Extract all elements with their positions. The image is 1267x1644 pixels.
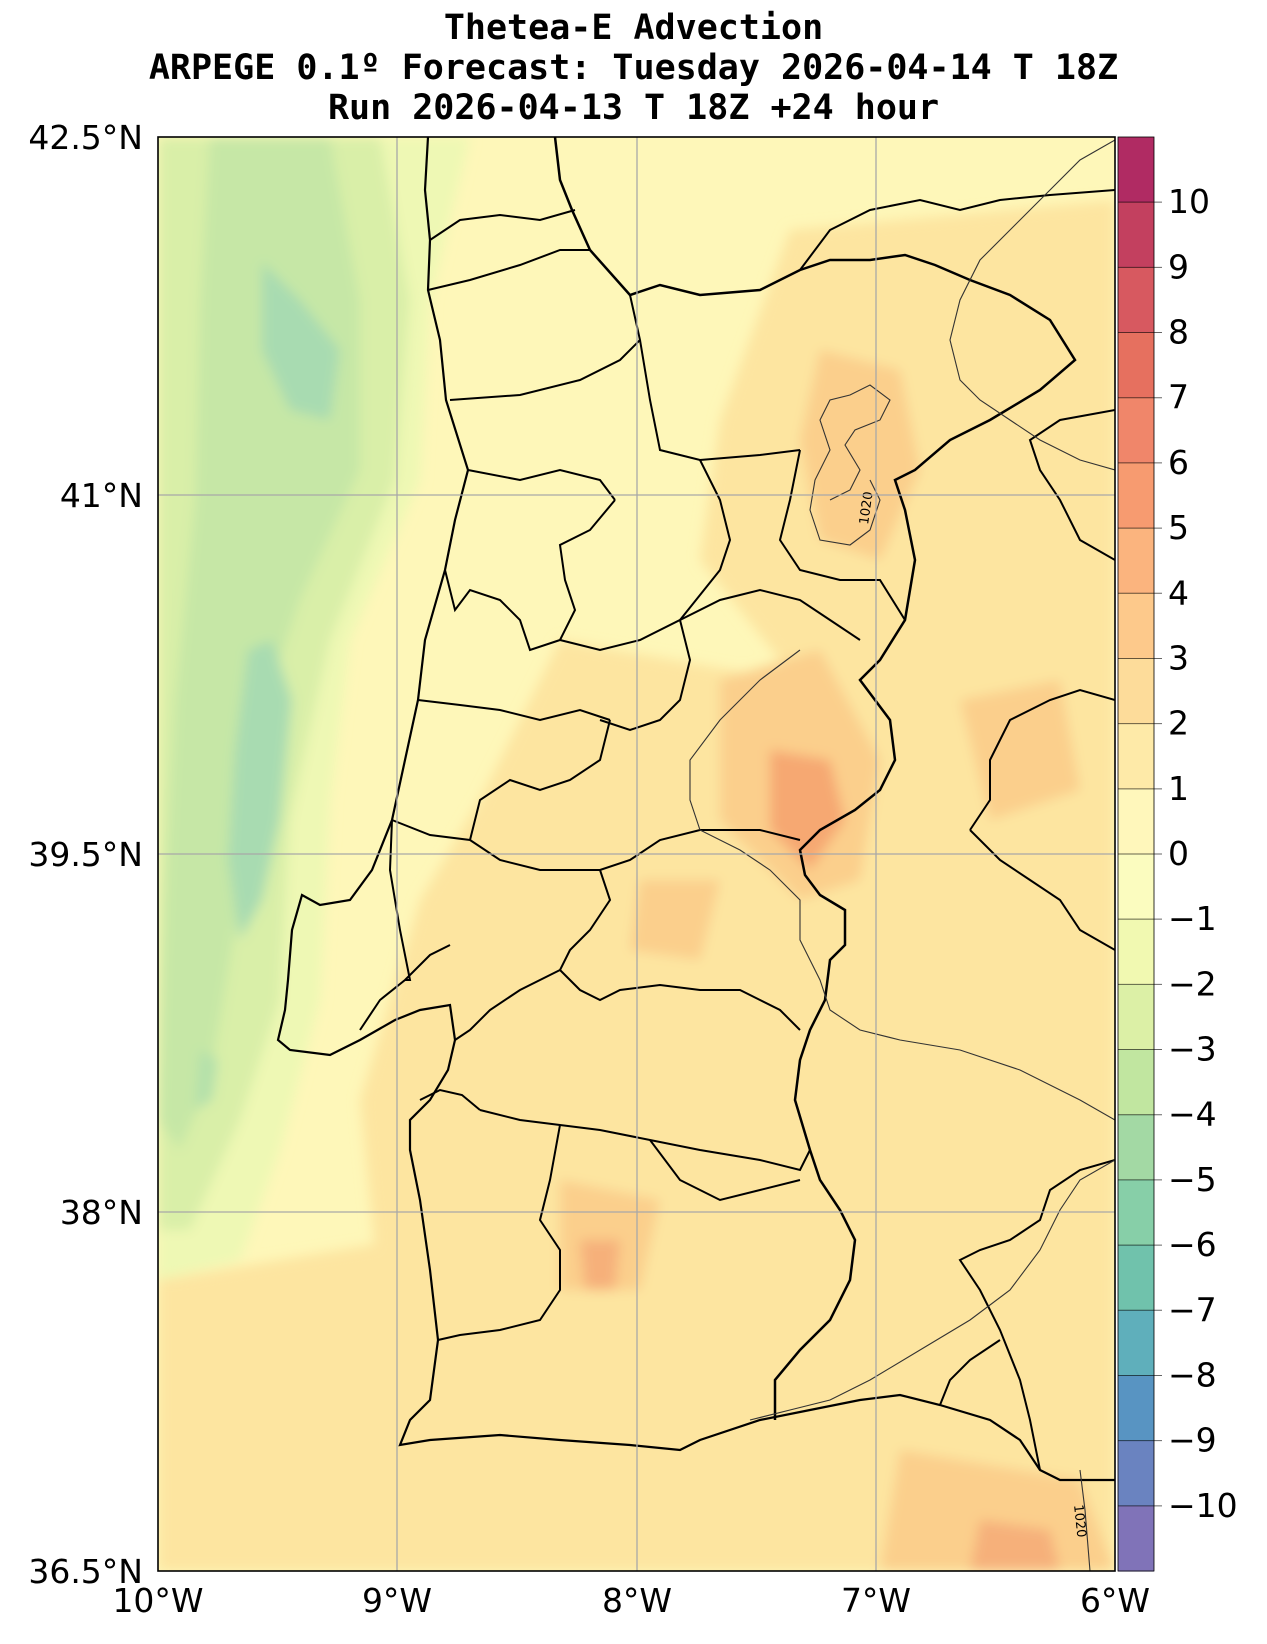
colorbar-segment <box>1118 658 1154 725</box>
field-cool-core-north <box>262 262 340 420</box>
colorbar-segment <box>1118 1310 1154 1377</box>
field-warm-central <box>360 640 1115 1571</box>
title-line-2: ARPEGE 0.1º Forecast: Tuesday 2026-04-14… <box>148 48 1119 88</box>
colorbar-tick-label: 3 <box>1168 638 1189 677</box>
longitude-labels: 10°W 9°W 8°W 7°W 6°W <box>112 1581 1150 1620</box>
field-shading <box>158 137 1115 1571</box>
title-line-3: Run 2026-04-13 T 18Z +24 hour <box>327 88 940 128</box>
lon-label-6w: 6°W <box>1080 1581 1150 1620</box>
colorbar-tick-label: 10 <box>1168 182 1210 221</box>
colorbar-tick-label: 9 <box>1168 247 1189 286</box>
colorbar-segment <box>1118 1179 1154 1246</box>
colorbar-segment <box>1118 1375 1154 1442</box>
colorbar-tick-label: 2 <box>1168 704 1189 743</box>
lat-label-39-5: 39.5°N <box>28 835 143 874</box>
title-line-1: Thetea-E Advection <box>443 8 824 48</box>
colorbar-tick-label: −7 <box>1168 1290 1217 1329</box>
lat-label-42-5: 42.5°N <box>28 118 143 157</box>
colorbar-tick-label: −4 <box>1168 1095 1217 1134</box>
colorbar-tick-label: −9 <box>1168 1421 1217 1460</box>
field-warm-hot-2 <box>580 1240 620 1290</box>
lat-label-36-5: 36.5°N <box>28 1552 143 1591</box>
colorbar-tick-label: 6 <box>1168 443 1189 482</box>
colorbar-tick-label: 5 <box>1168 508 1189 547</box>
colorbar-segment <box>1118 267 1154 334</box>
lat-label-38: 38°N <box>60 1193 143 1232</box>
colorbar-frame <box>1117 136 1155 1572</box>
colorbar-tick-label: −5 <box>1168 1160 1217 1199</box>
field-warm-mid-4 <box>630 880 720 960</box>
colorbar-segment <box>1118 854 1154 920</box>
colorbar-segment <box>1118 1049 1154 1116</box>
colorbar-tick-label: −8 <box>1168 1355 1217 1394</box>
colorbar-tick-label: −10 <box>1168 1486 1238 1525</box>
isobar-label-1020-north: 1020 <box>857 491 876 526</box>
colorbar-segment <box>1118 137 1154 203</box>
colorbar-segment <box>1118 788 1154 855</box>
colorbar-segment <box>1118 202 1154 268</box>
colorbar-segment <box>1118 462 1154 529</box>
field-warm-mid-1 <box>800 350 920 560</box>
isobars <box>689 139 1115 1571</box>
field-warm-mid-5 <box>880 1450 1115 1571</box>
field-warm-sw <box>158 1240 420 1571</box>
colorbar-segment <box>1118 723 1154 790</box>
colorbar-segment <box>1118 397 1154 464</box>
field-warm-hot-1 <box>770 750 845 870</box>
colorbar-segment <box>1118 332 1154 399</box>
colorbar-segment <box>1118 919 1154 985</box>
field-cool-core-south <box>195 1050 218 1110</box>
colorbar-segment <box>1118 1440 1154 1507</box>
lon-label-10w: 10°W <box>112 1581 203 1620</box>
lat-label-41: 41°N <box>60 476 143 515</box>
latitude-labels: 42.5°N 41°N 39.5°N 38°N 36.5°N <box>28 118 143 1591</box>
colorbar-tick-label: 8 <box>1168 313 1189 352</box>
colorbar-segment <box>1118 1505 1154 1572</box>
colorbar-tick-label: 0 <box>1168 834 1189 873</box>
lon-label-8w: 8°W <box>602 1581 672 1620</box>
district-borders <box>388 189 1115 1471</box>
colorbar-tick-label: −2 <box>1168 964 1217 1003</box>
field-warm-hot-3 <box>970 1520 1060 1571</box>
lon-label-9w: 9°W <box>362 1581 432 1620</box>
sado-estuary <box>419 1088 481 1111</box>
colorbar-segment <box>1118 1114 1154 1181</box>
colorbar-tick-label: −1 <box>1168 899 1217 938</box>
colorbar-tick-label: 1 <box>1168 769 1189 808</box>
colorbar-tick-label: 7 <box>1168 378 1189 417</box>
coastline <box>276 137 1115 1482</box>
map-frame <box>157 136 1116 1572</box>
colorbar-segment <box>1118 528 1154 594</box>
colorbar-tick-label: −6 <box>1168 1225 1217 1264</box>
colorbar-segment <box>1118 984 1154 1051</box>
field-cool-core-mid <box>228 640 292 940</box>
colorbar-tick-label: −3 <box>1168 1030 1217 1069</box>
gridlines <box>158 137 1115 1571</box>
colorbar-tick-label: 4 <box>1168 573 1189 612</box>
isobar-label-1020-south: 1020 <box>1070 1504 1088 1538</box>
chart-title: Thetea-E Advection ARPEGE 0.1º Forecast:… <box>0 8 1267 128</box>
portugal-spain-border <box>553 137 1077 1420</box>
colorbar-segment <box>1118 593 1154 660</box>
colorbar-segment <box>1118 1245 1154 1311</box>
lon-label-7w: 7°W <box>841 1581 911 1620</box>
